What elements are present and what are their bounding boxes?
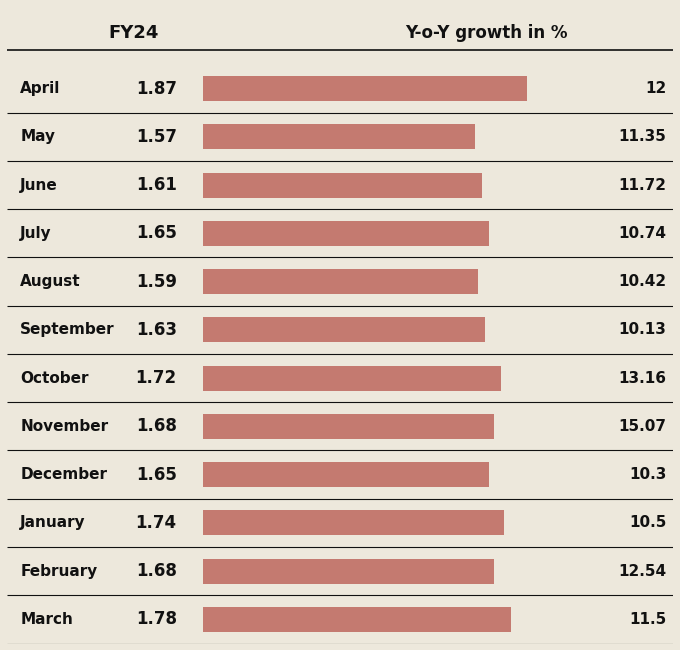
Text: 10.74: 10.74 bbox=[619, 226, 666, 240]
Bar bbox=[203, 317, 485, 343]
Text: July: July bbox=[20, 226, 52, 240]
Bar bbox=[203, 221, 488, 246]
Text: October: October bbox=[20, 370, 88, 385]
Text: 1.78: 1.78 bbox=[136, 610, 177, 629]
Text: March: March bbox=[20, 612, 73, 627]
Text: 1.65: 1.65 bbox=[136, 224, 177, 242]
Text: 1.57: 1.57 bbox=[136, 128, 177, 146]
Text: April: April bbox=[20, 81, 61, 96]
Text: 1.87: 1.87 bbox=[136, 79, 177, 98]
Text: 1.63: 1.63 bbox=[136, 321, 177, 339]
Bar bbox=[203, 414, 494, 439]
Text: February: February bbox=[20, 564, 97, 578]
Text: 10.5: 10.5 bbox=[629, 515, 666, 530]
Bar bbox=[203, 124, 475, 150]
Bar bbox=[203, 510, 504, 536]
Text: 11.5: 11.5 bbox=[629, 612, 666, 627]
Text: January: January bbox=[20, 515, 86, 530]
Text: 13.16: 13.16 bbox=[619, 370, 666, 385]
Text: 1.65: 1.65 bbox=[136, 465, 177, 484]
Text: 12.54: 12.54 bbox=[618, 564, 666, 578]
Bar bbox=[203, 558, 494, 584]
Text: 1.74: 1.74 bbox=[135, 514, 177, 532]
Text: 10.13: 10.13 bbox=[619, 322, 666, 337]
Text: 11.35: 11.35 bbox=[619, 129, 666, 144]
Bar bbox=[203, 607, 511, 632]
Text: August: August bbox=[20, 274, 81, 289]
Text: 10.42: 10.42 bbox=[618, 274, 666, 289]
Text: 10.3: 10.3 bbox=[629, 467, 666, 482]
Text: September: September bbox=[20, 322, 115, 337]
Bar bbox=[203, 76, 526, 101]
Text: 12: 12 bbox=[645, 81, 666, 96]
Text: 11.72: 11.72 bbox=[619, 177, 666, 192]
Bar bbox=[203, 172, 481, 198]
Text: 1.68: 1.68 bbox=[136, 562, 177, 580]
Text: December: December bbox=[20, 467, 107, 482]
Text: 1.68: 1.68 bbox=[136, 417, 177, 436]
Bar bbox=[203, 462, 488, 487]
Text: 1.72: 1.72 bbox=[135, 369, 177, 387]
Text: June: June bbox=[20, 177, 58, 192]
Text: 15.07: 15.07 bbox=[619, 419, 666, 434]
Text: Y-o-Y growth in %: Y-o-Y growth in % bbox=[405, 24, 568, 42]
Bar bbox=[203, 269, 478, 294]
Text: May: May bbox=[20, 129, 55, 144]
Text: 1.59: 1.59 bbox=[136, 272, 177, 291]
Text: 1.61: 1.61 bbox=[136, 176, 177, 194]
Text: FY24: FY24 bbox=[108, 24, 158, 42]
Bar bbox=[203, 365, 500, 391]
Text: November: November bbox=[20, 419, 108, 434]
